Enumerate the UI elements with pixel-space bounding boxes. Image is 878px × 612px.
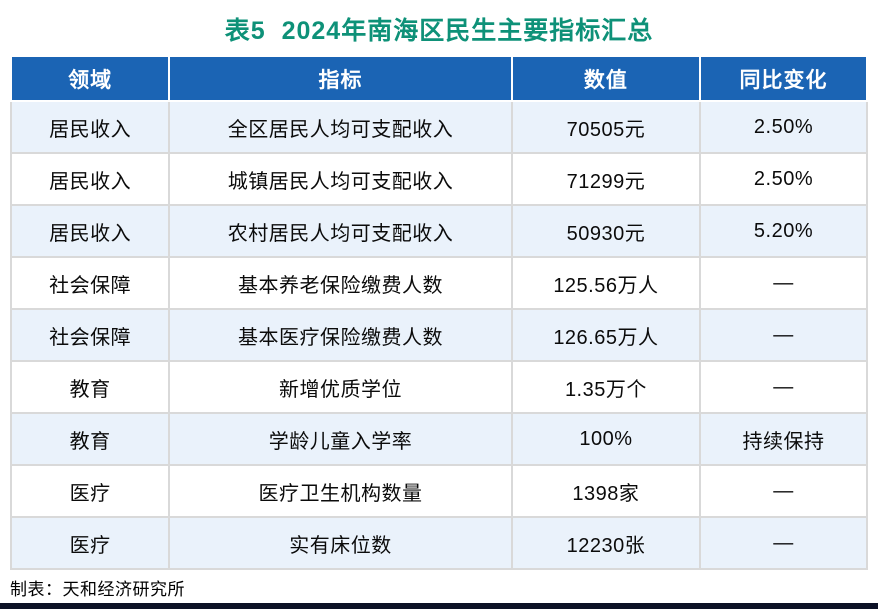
table-cell: — [699,308,868,362]
table-cell: 12230张 [510,516,702,570]
header-cell-yoy: 同比变化 [699,55,868,102]
table-cell: 居民收入 [9,100,171,154]
table-cell: 50930元 [510,204,702,258]
table-cell: 城镇居民人均可支配收入 [168,152,513,206]
table-row: 医疗 医疗卫生机构数量 1398家 — [9,464,868,518]
table-row: 社会保障 基本养老保险缴费人数 125.56万人 — [9,256,868,310]
table-cell: 基本养老保险缴费人数 [168,256,513,310]
table-cell: 农村居民人均可支配收入 [168,204,513,258]
table-cell: 居民收入 [9,152,171,206]
table-cell: 1.35万个 [510,360,702,414]
table-cell: 社会保障 [9,308,171,362]
table-cell: — [699,516,868,570]
table-cell: 居民收入 [9,204,171,258]
table-row: 社会保障 基本医疗保险缴费人数 126.65万人 — [9,308,868,362]
table-cell: 基本医疗保险缴费人数 [168,308,513,362]
credit-line: 制表：天和经济研究所 [10,580,185,599]
table-row: 居民收入 全区居民人均可支配收入 70505元 2.50% [9,100,868,154]
table-cell: 1398家 [510,464,702,518]
header-row: 领域 指标 数值 同比变化 [9,55,868,102]
table-row: 教育 学龄儿童入学率 100% 持续保持 [9,412,868,466]
table-cell: 71299元 [510,152,702,206]
table-row: 居民收入 城镇居民人均可支配收入 71299元 2.50% [9,152,868,206]
table-cell: — [699,256,868,310]
table-cell: 全区居民人均可支配收入 [168,100,513,154]
table-cell: 新增优质学位 [168,360,513,414]
table-cell: 教育 [9,360,171,414]
table-cell: 70505元 [510,100,702,154]
table-cell: 100% [510,412,702,466]
table-cell: 学龄儿童入学率 [168,412,513,466]
bottom-bar [0,603,878,609]
table-cell: 实有床位数 [168,516,513,570]
table-row: 医疗 实有床位数 12230张 — [9,516,868,570]
table-cell: 125.56万人 [510,256,702,310]
table-row: 居民收入 农村居民人均可支配收入 50930元 5.20% [9,204,868,258]
table-header: 领域 指标 数值 同比变化 [9,55,868,102]
table-row: 教育 新增优质学位 1.35万个 — [9,360,868,414]
table-cell: 2.50% [699,152,868,206]
table-cell: — [699,464,868,518]
stats-table: 领域 指标 数值 同比变化 居民收入 全区居民人均可支配收入 70505元 2.50%… [9,55,868,570]
table-cell: — [699,360,868,414]
header-cell-value: 数值 [510,55,702,102]
table-cell: 医疗 [9,516,171,570]
table-cell: 126.65万人 [510,308,702,362]
table-cell: 持续保持 [699,412,868,466]
table-body: 居民收入 全区居民人均可支配收入 70505元 2.50% 居民收入 城镇居民人均可支配收… [9,100,868,570]
table-cell: 医疗 [9,464,171,518]
table-cell: 5.20% [699,204,868,258]
table-cell: 医疗卫生机构数量 [168,464,513,518]
header-cell-indicator: 指标 [168,55,513,102]
table-title: 表5 2024年南海区民生主要指标汇总 [224,17,654,45]
table-cell: 教育 [9,412,171,466]
table-cell: 2.50% [699,100,868,154]
table-cell: 社会保障 [9,256,171,310]
header-cell-field: 领域 [9,55,171,102]
